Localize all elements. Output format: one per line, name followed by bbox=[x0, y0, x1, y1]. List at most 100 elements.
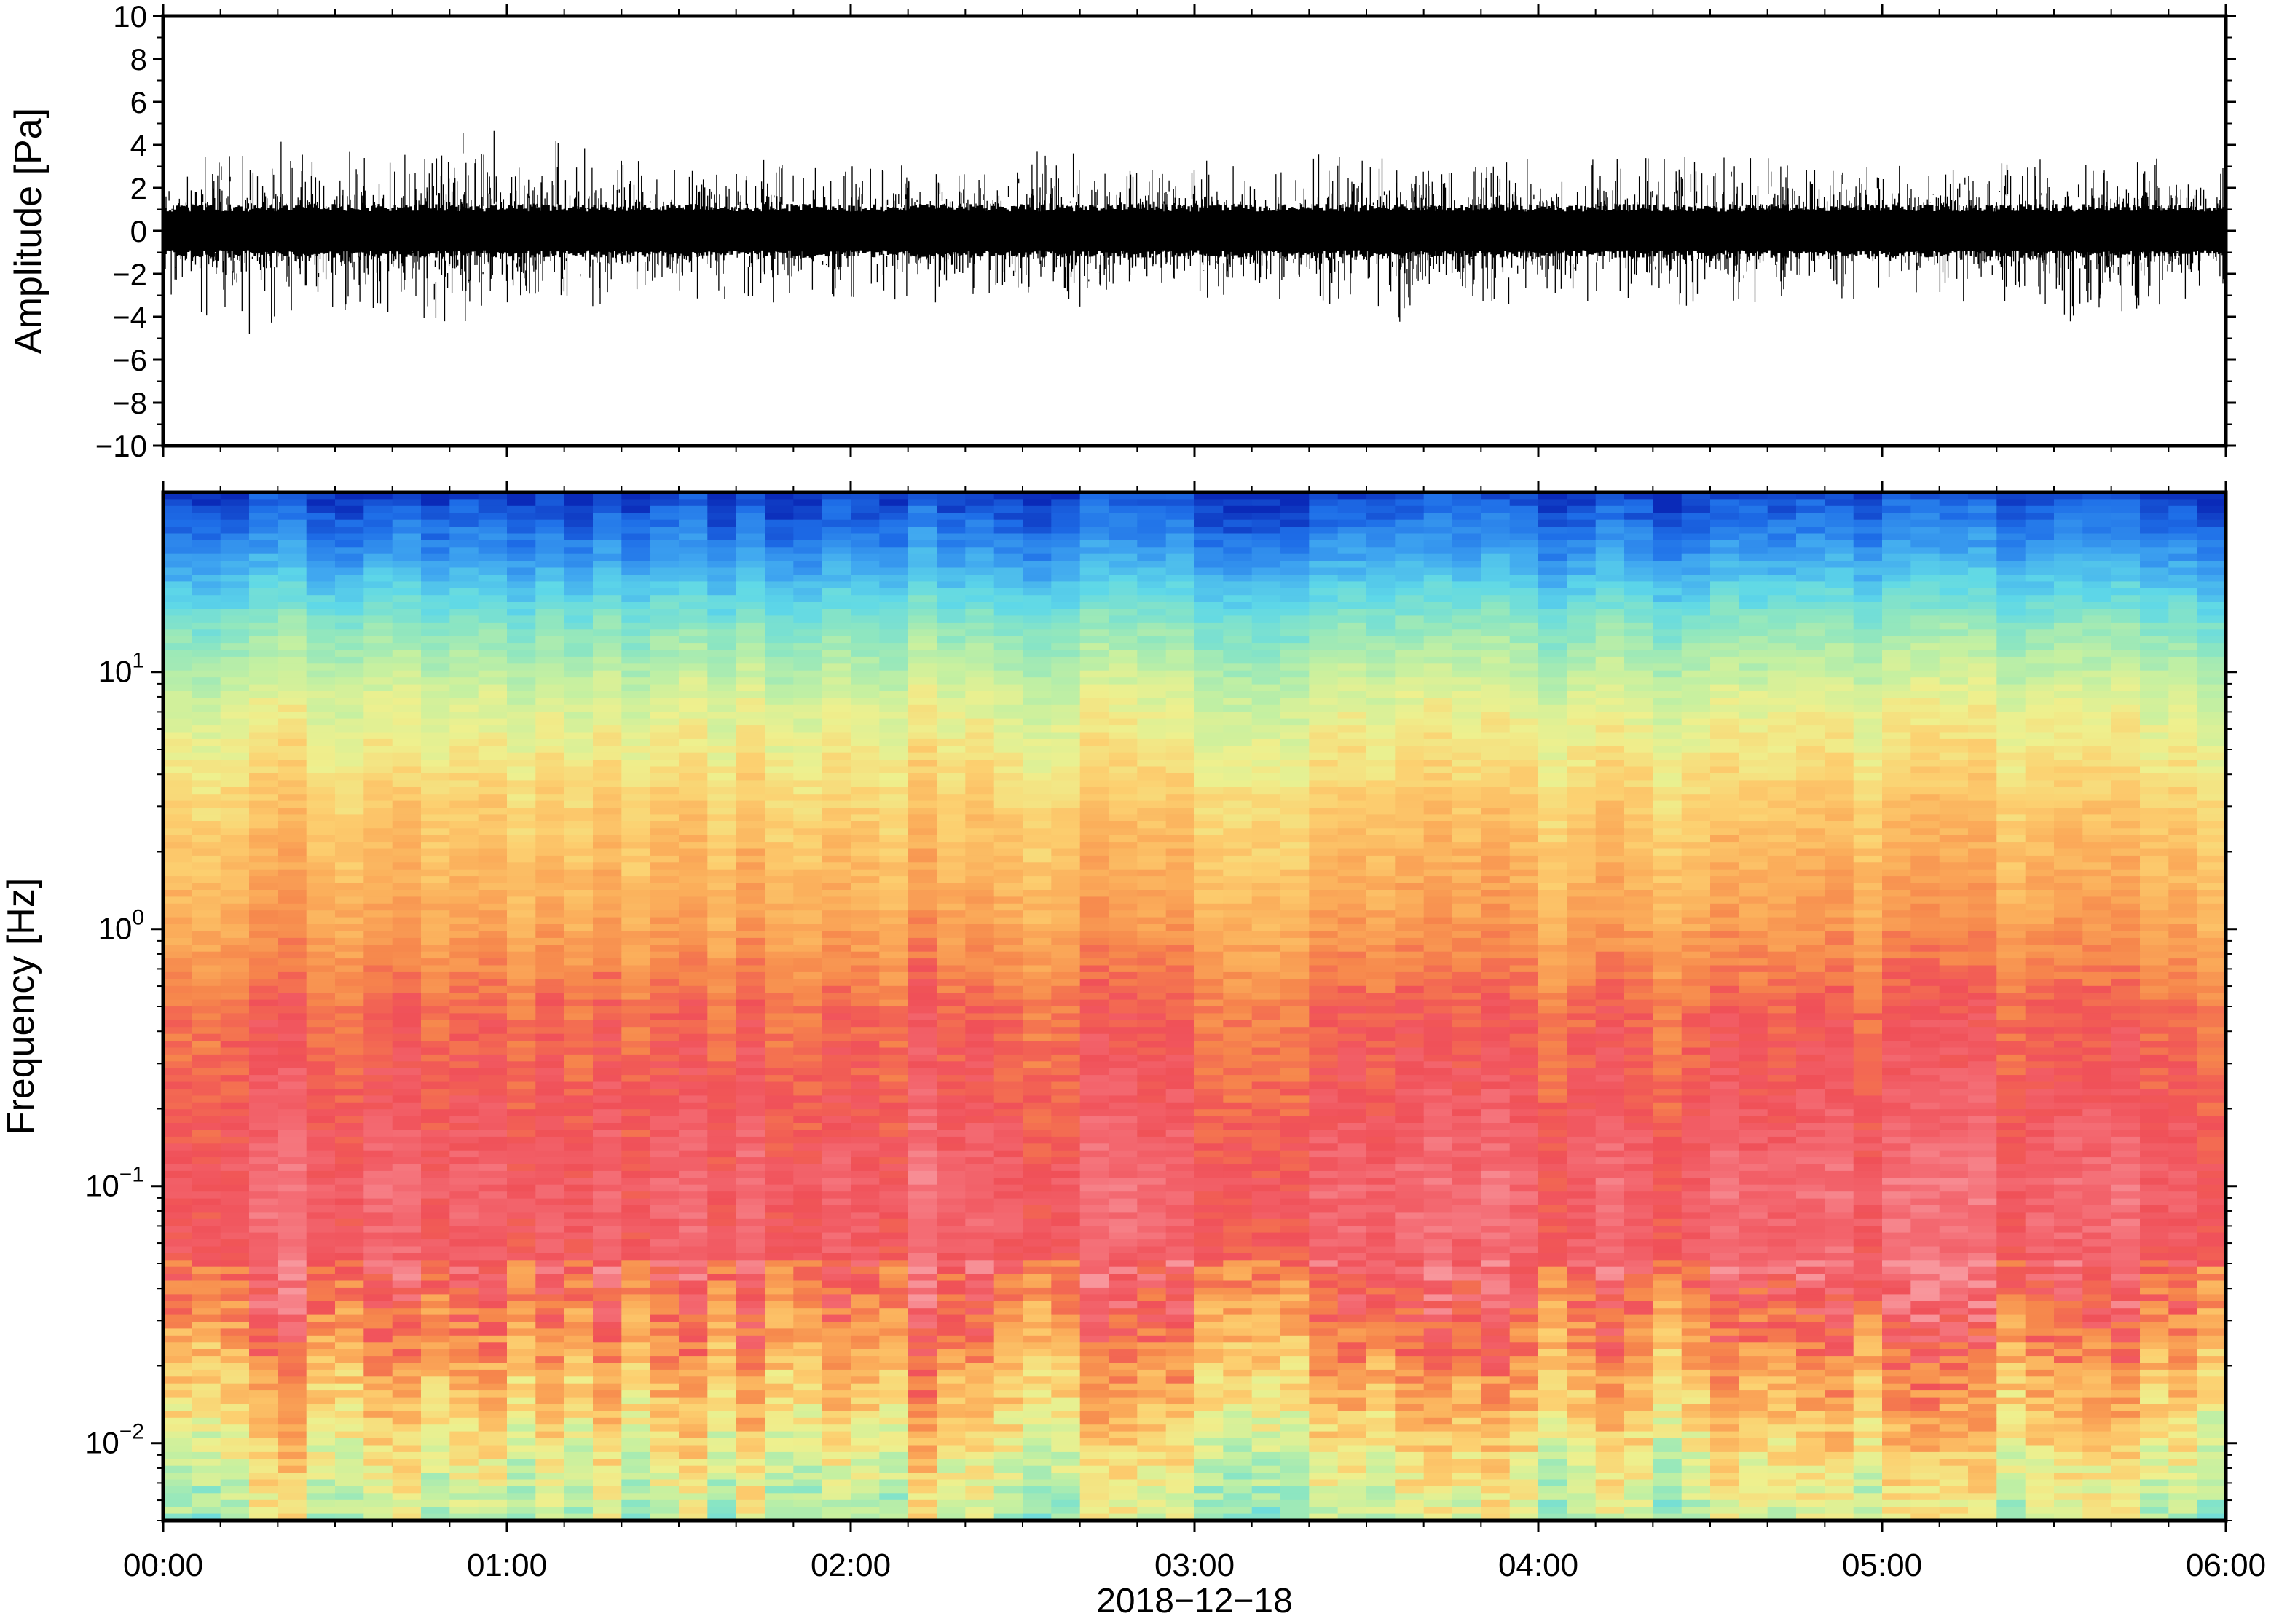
spectrogram-cell bbox=[1051, 581, 1081, 589]
spectrogram-cell bbox=[1739, 931, 1768, 939]
spectrogram-cell bbox=[1251, 732, 1281, 740]
spectrogram-cell bbox=[2025, 636, 2055, 644]
spectrogram-cell bbox=[1109, 903, 1138, 911]
spectrogram-cell bbox=[1309, 581, 1339, 589]
spectrogram-cell bbox=[2054, 842, 2084, 850]
spectrogram-cell bbox=[937, 629, 967, 637]
spectrogram-cell bbox=[650, 712, 680, 720]
spectrogram-cell bbox=[363, 540, 393, 548]
spectrogram-cell bbox=[707, 931, 737, 939]
spectrogram-cell bbox=[1251, 917, 1281, 925]
spectrogram-cell bbox=[621, 869, 651, 877]
spectrogram-cell bbox=[879, 945, 909, 953]
spectrogram-cell bbox=[1996, 862, 2026, 870]
spectrogram-cell bbox=[650, 821, 680, 829]
spectrogram-cell bbox=[1681, 903, 1711, 911]
spectrogram-cell bbox=[1165, 787, 1195, 795]
spectrogram-cell bbox=[765, 698, 795, 706]
spectrogram-cell bbox=[1939, 828, 1969, 836]
spectrogram-cell bbox=[908, 945, 937, 953]
spectrogram-cell bbox=[1653, 656, 1682, 665]
spectrogram-cell bbox=[392, 848, 422, 856]
spectrogram-cell bbox=[1337, 595, 1367, 603]
spectrogram-cell bbox=[564, 553, 594, 561]
spectrogram-cell bbox=[1825, 609, 1854, 617]
spectrogram-cell bbox=[937, 903, 967, 911]
spectrogram-cell bbox=[593, 808, 623, 816]
spectrogram-cell bbox=[1968, 704, 1998, 712]
spectrogram-cell bbox=[249, 760, 279, 768]
spectrogram-cell bbox=[1509, 575, 1539, 583]
spectrogram-cell bbox=[1452, 547, 1482, 555]
spectrogram-cell bbox=[192, 924, 221, 932]
spectrogram-cell bbox=[421, 602, 451, 610]
spectrogram-cell bbox=[363, 698, 393, 706]
spectrogram-cell bbox=[220, 766, 250, 774]
spectrogram-cell bbox=[1796, 876, 1826, 884]
spectrogram-cell bbox=[1853, 615, 1883, 623]
spectrogram-cell bbox=[1624, 698, 1654, 706]
spectrogram-cell bbox=[1653, 505, 1682, 513]
spectrogram-cell bbox=[2111, 794, 2141, 802]
spectrogram-cell bbox=[1882, 917, 1912, 925]
spectrogram-cell bbox=[1939, 691, 1969, 699]
spectrogram-cell bbox=[1395, 663, 1425, 671]
spectrogram-cell bbox=[507, 547, 537, 555]
spectrogram-cell bbox=[220, 513, 250, 521]
spectrogram-cell bbox=[851, 766, 881, 774]
spectrogram-cell bbox=[1165, 862, 1195, 870]
spectrogram-cell bbox=[879, 602, 909, 610]
spectrogram-cell bbox=[1280, 513, 1310, 521]
spectrogram-cell bbox=[1825, 499, 1854, 507]
spectrogram-cell bbox=[1710, 924, 1740, 932]
spectrogram-cell bbox=[593, 581, 623, 589]
spectrogram-cell bbox=[1423, 903, 1453, 911]
spectrogram-cell bbox=[1538, 561, 1568, 569]
spectrogram-cell bbox=[1767, 684, 1797, 692]
spectrogram-cell bbox=[1939, 848, 1969, 856]
spectrogram-cell bbox=[879, 553, 909, 561]
spectrogram-cell bbox=[1165, 883, 1195, 891]
spectrogram-cell bbox=[478, 821, 508, 829]
spectrogram-cell bbox=[1481, 862, 1511, 870]
waveform-x-ticks bbox=[162, 4, 2227, 457]
spectrogram-cell bbox=[220, 712, 250, 720]
spectrogram-cell bbox=[2111, 835, 2141, 843]
spectrogram-cell bbox=[564, 602, 594, 610]
spectrogram-cell bbox=[335, 540, 365, 548]
spectrogram-cell bbox=[1023, 896, 1052, 904]
spectrogram-cell bbox=[593, 738, 623, 747]
spectrogram-cell bbox=[564, 629, 594, 637]
spectrogram-cell bbox=[793, 643, 823, 651]
spectrogram-cell bbox=[1825, 513, 1854, 521]
spectrogram-cell bbox=[1452, 787, 1482, 795]
spectrogram-cell bbox=[535, 924, 565, 932]
spectrogram-cell bbox=[249, 821, 279, 829]
spectrogram-cell bbox=[1853, 835, 1883, 843]
spectrogram-cell bbox=[2197, 670, 2226, 678]
spectrogram-cell bbox=[1137, 725, 1167, 733]
spectrogram-cell bbox=[363, 650, 393, 658]
spectrogram-cell bbox=[1423, 910, 1453, 918]
spectrogram-cell bbox=[1882, 760, 1912, 768]
spectrogram-cell bbox=[564, 561, 594, 569]
spectrogram-cell bbox=[1023, 924, 1052, 932]
spectrogram-cell bbox=[1996, 588, 2026, 596]
spectrogram-cell bbox=[2082, 814, 2112, 822]
spectrogram-cell bbox=[2025, 698, 2055, 706]
spectrogram-cell bbox=[1910, 766, 1940, 774]
spectrogram-cell bbox=[1939, 553, 1969, 561]
spectrogram-cell bbox=[1280, 732, 1310, 740]
spectrogram-cell bbox=[1395, 780, 1425, 788]
spectrogram-cell bbox=[1853, 499, 1883, 507]
spectrogram-cell bbox=[1481, 896, 1511, 904]
spectrogram-cell bbox=[1251, 808, 1281, 816]
spectrogram-cell bbox=[1882, 876, 1912, 884]
spectrogram-cell bbox=[2111, 636, 2141, 644]
spectrogram-cell bbox=[822, 595, 851, 603]
spectrogram-cell bbox=[535, 712, 565, 720]
spectrogram-cell bbox=[335, 828, 365, 836]
spectrogram-cell bbox=[2140, 602, 2170, 610]
spectrogram-cell bbox=[478, 499, 508, 507]
spectrogram-cell bbox=[1452, 773, 1482, 781]
